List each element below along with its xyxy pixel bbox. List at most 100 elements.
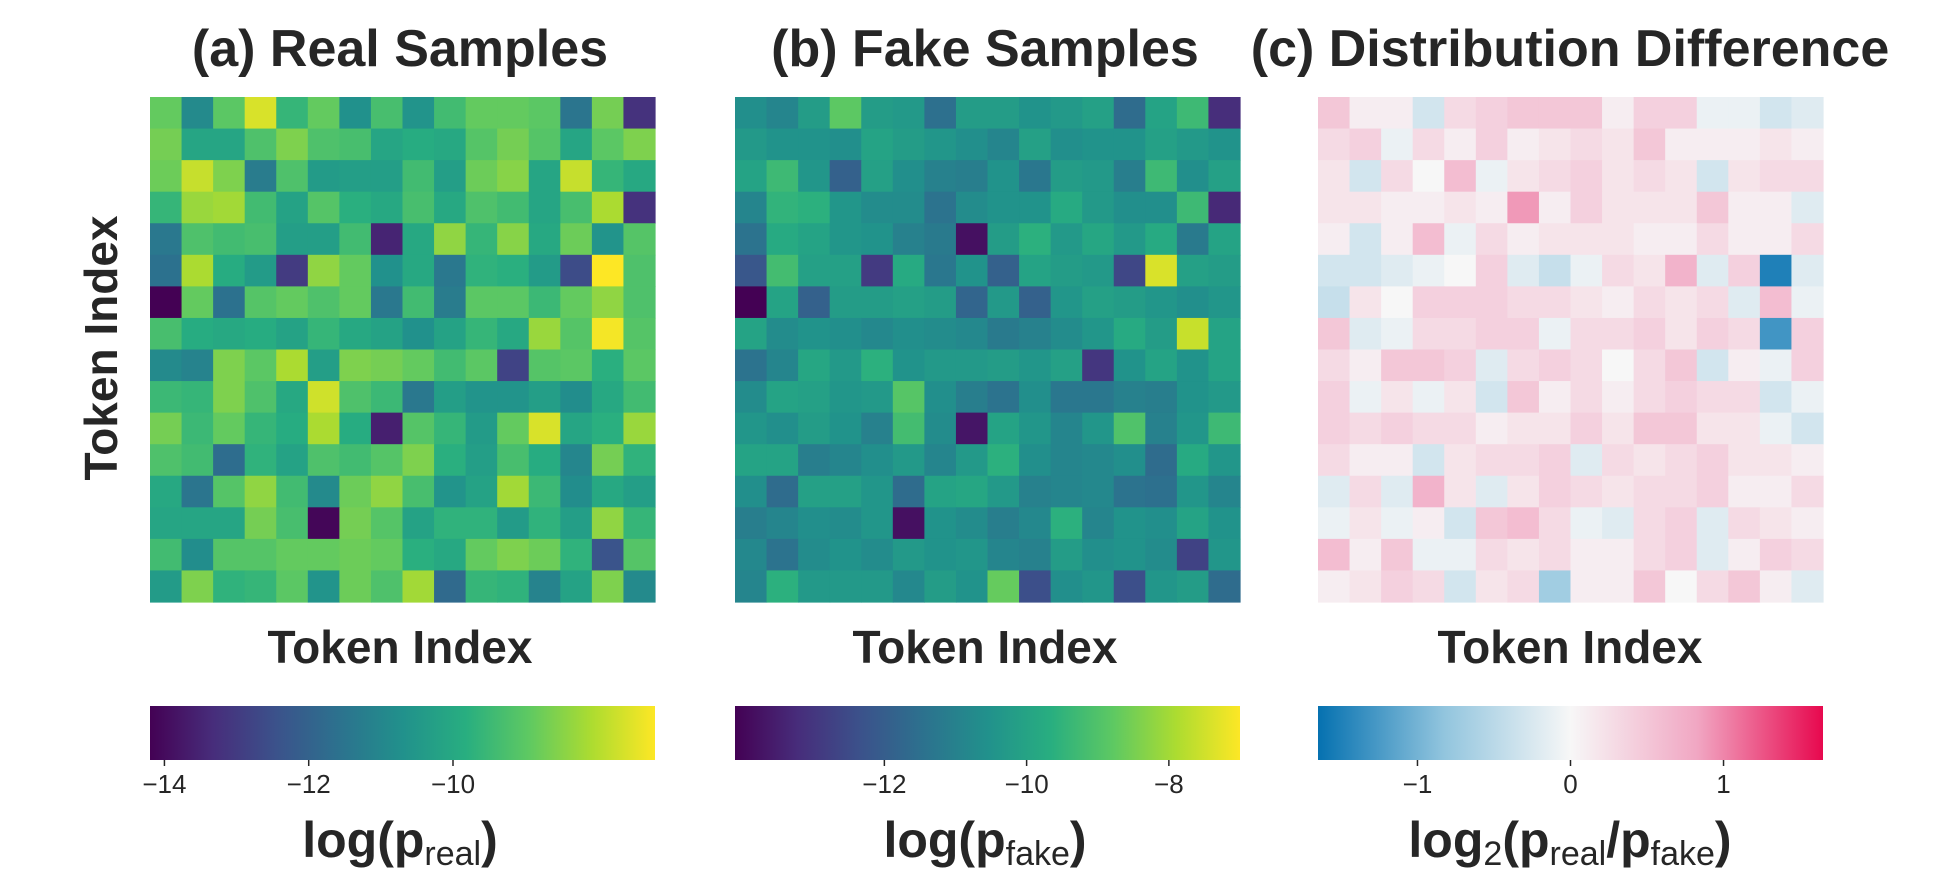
heatmap-cell (402, 570, 435, 603)
heatmap-cell (370, 570, 404, 603)
heatmap-cell (766, 191, 799, 224)
heatmap-cell (1176, 444, 1210, 477)
heatmap-cell (766, 128, 799, 161)
heatmap-cell (1791, 507, 1824, 540)
heatmap-cell (1665, 223, 1698, 256)
heatmap-cell (623, 412, 656, 445)
heatmap-cell (892, 349, 925, 382)
heatmap-cell (1444, 538, 1477, 572)
colorbar-tick-label: −10 (1005, 769, 1049, 799)
heatmap-cell (1696, 160, 1729, 193)
heatmap-cell (244, 507, 277, 540)
heatmap-cell (1381, 191, 1414, 224)
heatmap-cell (244, 128, 277, 161)
heatmap-cell (1113, 444, 1146, 477)
heatmap-cell (798, 475, 831, 508)
heatmap-cell (861, 97, 894, 130)
heatmap-cell (1538, 412, 1572, 445)
heatmap-cell (924, 570, 957, 603)
heatmap-cell (955, 349, 989, 382)
heatmap-cell (829, 570, 862, 603)
heatmap-cell (1570, 570, 1603, 603)
heatmap-cell (1633, 507, 1666, 540)
heatmap-cell (1381, 223, 1414, 256)
heatmap-cell (1791, 381, 1824, 414)
heatmap-cell (276, 349, 309, 382)
heatmap-cell (1176, 570, 1210, 603)
heatmap-cell (1050, 191, 1083, 224)
heatmap-cell (1082, 381, 1115, 414)
heatmap-cell (1145, 507, 1178, 540)
heatmap-cell (924, 475, 957, 508)
heatmap-cell (560, 223, 593, 256)
heatmap-cell (1113, 412, 1146, 445)
heatmap-cell (370, 538, 404, 572)
heatmap-cell (1602, 538, 1635, 572)
heatmap-cell (497, 381, 530, 414)
heatmap-cell (1318, 475, 1351, 508)
heatmap-cell (1318, 191, 1351, 224)
heatmap-cell (307, 128, 340, 161)
heatmap-cell (1050, 223, 1083, 256)
heatmap-cell (1475, 475, 1508, 508)
heatmap-cell (307, 97, 340, 130)
heatmap-cell (370, 475, 404, 508)
heatmap-cell (150, 223, 183, 256)
heatmap-cell (987, 160, 1020, 193)
panel-real-title: (a) Real Samples (192, 20, 608, 78)
heatmap-cell (1349, 317, 1382, 351)
heatmap-cell (892, 128, 925, 161)
heatmap-cell (1728, 412, 1761, 445)
heatmap-cell (402, 191, 435, 224)
heatmap-cell (735, 160, 768, 193)
heatmap-cell (1570, 317, 1603, 351)
heatmap-cell (861, 412, 894, 445)
heatmap-cell (766, 475, 799, 508)
heatmap-cell (560, 97, 593, 130)
heatmap-cell (497, 160, 530, 193)
heatmap-cell (955, 254, 989, 287)
heatmap-cell (798, 412, 831, 445)
heatmap-cell (1475, 317, 1508, 351)
heatmap-cell (1349, 507, 1382, 540)
heatmap-cell (1082, 223, 1115, 256)
heatmap-cell (213, 381, 246, 414)
panel-real: (a) Real Samples Token Index Token Index… (75, 20, 656, 873)
heatmap-cell (434, 286, 467, 319)
heatmap-cell (1570, 254, 1603, 287)
heatmap-cell (213, 97, 246, 130)
heatmap-cell (465, 412, 498, 445)
heatmap-cell (1570, 349, 1603, 382)
heatmap-cell (1665, 254, 1698, 287)
heatmap-cell (339, 286, 372, 319)
heatmap-cell (766, 412, 799, 445)
heatmap-cell (1113, 160, 1146, 193)
heatmap-cell (370, 412, 404, 445)
heatmap-cell (1791, 223, 1824, 256)
heatmap-cell (181, 191, 214, 224)
heatmap-cell (560, 381, 593, 414)
heatmap-cell (1538, 349, 1572, 382)
heatmap-cell (150, 475, 183, 508)
heatmap-cell (1113, 317, 1146, 351)
heatmap-cell (1082, 286, 1115, 319)
heatmap-cell (1082, 444, 1115, 477)
heatmap-cell (1318, 254, 1351, 287)
heatmap-cell (1113, 475, 1146, 508)
heatmap-cell (1412, 254, 1445, 287)
heatmap-cell (591, 349, 625, 382)
heatmap-cell (1349, 475, 1382, 508)
heatmap-cell (339, 444, 372, 477)
heatmap-cell (1602, 191, 1635, 224)
heatmap-cell (339, 412, 372, 445)
heatmap-cell (591, 381, 625, 414)
heatmap-cell (434, 223, 467, 256)
heatmap-cell (339, 349, 372, 382)
heatmap-cell (1791, 128, 1824, 161)
heatmap-cell (276, 444, 309, 477)
heatmap-cell (528, 412, 561, 445)
heatmap-cell (181, 570, 214, 603)
heatmap-cell (1082, 191, 1115, 224)
heatmap-cell (1176, 97, 1210, 130)
heatmap-cell (1113, 286, 1146, 319)
